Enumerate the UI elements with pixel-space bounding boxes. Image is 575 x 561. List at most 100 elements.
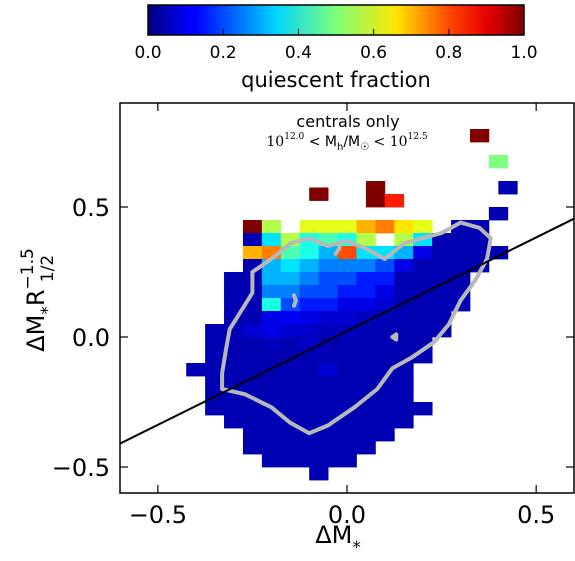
heatmap-cell [261, 233, 282, 247]
heatmap-cell [299, 246, 320, 260]
axis-ticks: −0.5 0.0 0.5 −0.5 0.0 0.5 [52, 103, 574, 529]
heatmap-cell [432, 298, 452, 312]
heatmap-cell [280, 311, 301, 325]
heatmap-cell [337, 259, 357, 273]
heatmap-cell [309, 187, 329, 201]
heatmap-cell [261, 272, 282, 286]
heatmap-cell [261, 350, 282, 364]
heatmap-cell [356, 298, 376, 312]
heatmap-cell [413, 311, 433, 325]
colorbar-tick-label: 0.4 [285, 43, 312, 63]
heatmap-cell [205, 376, 225, 390]
heatmap-cell [318, 441, 338, 455]
heatmap-cell [280, 324, 301, 338]
heatmap-cell [242, 311, 263, 325]
heatmap-cell [356, 220, 376, 234]
heatmap-cell [432, 246, 452, 260]
heatmap-cell [224, 350, 244, 364]
heatmap-cell [318, 389, 338, 403]
heatmap-cell [318, 402, 338, 416]
heatmap-cell [375, 337, 395, 351]
heatmap-cell [337, 311, 357, 325]
heatmap-cell [261, 389, 282, 403]
heatmap-cell [205, 363, 225, 377]
heatmap-cell [337, 298, 357, 312]
heatmap-cell [299, 441, 320, 455]
heatmap-cell [413, 324, 433, 338]
heatmap-cell [432, 285, 452, 299]
heatmap-cell [469, 129, 490, 143]
heatmap-cell [318, 324, 338, 338]
heatmap-cell [375, 389, 395, 403]
heatmap-cell [280, 402, 301, 416]
heatmap-cell [242, 441, 263, 455]
heatmap-cell [337, 337, 357, 351]
heatmap-cell [356, 272, 376, 286]
heatmap-cell [394, 337, 414, 351]
heatmap-cell [394, 220, 414, 234]
y-tick-label: 0.5 [72, 194, 110, 222]
heatmap-cell [318, 337, 338, 351]
heatmap-cell [337, 363, 357, 377]
heatmap-cell [261, 311, 282, 325]
annotation-line1: centrals only [296, 112, 399, 131]
heatmap-cell [394, 259, 414, 273]
heatmap-cell [318, 363, 338, 377]
colorbar: 0.0 0.2 0.4 0.6 0.8 1.0 quiescent fraction [134, 4, 538, 92]
heatmap-cell [375, 402, 395, 416]
heatmap-cell [488, 246, 509, 260]
heatmap-cell [394, 324, 414, 338]
contour-line [220, 220, 493, 436]
heatmap-cells [186, 129, 518, 481]
heatmap-cell [375, 298, 395, 312]
heatmap-cell [242, 363, 263, 377]
heatmap-cell [413, 259, 433, 273]
heatmap-cell [394, 376, 414, 390]
heatmap-cell [224, 298, 244, 312]
heatmap-cell [224, 402, 244, 416]
heatmap-cell [451, 272, 471, 286]
heatmap-cell [299, 402, 320, 416]
heatmap-cell [299, 259, 320, 273]
heatmap-cell [337, 285, 357, 299]
heatmap-cell [498, 181, 518, 195]
heatmap-cell [224, 363, 244, 377]
heatmap-cell [261, 441, 282, 455]
heatmap-cell [280, 363, 301, 377]
heatmap-cell [488, 207, 509, 221]
heatmap-cell [242, 402, 263, 416]
y-axis-title: ΔM*R−1.51/2 [18, 248, 58, 352]
heatmap-cell [375, 428, 395, 442]
heatmap-cell [299, 363, 320, 377]
heatmap-cell [280, 428, 301, 442]
heatmap-cell [337, 350, 357, 364]
heatmap-cell [224, 272, 244, 286]
heatmap-cell [280, 441, 301, 455]
heatmap-cell [280, 259, 301, 273]
heatmap-cell [242, 220, 263, 234]
annotation-line2: 1012.0 < Mh/M☉ < 1012.5 [266, 132, 427, 153]
heatmap-cell [205, 350, 225, 364]
heatmap-cell [413, 272, 433, 286]
heatmap-cell [242, 246, 263, 260]
heatmap-cell [432, 259, 452, 273]
annotation: centrals only 1012.0 < Mh/M☉ < 1012.5 [266, 112, 427, 153]
heatmap-cell [186, 363, 206, 377]
heatmap-cell [337, 272, 357, 286]
colorbar-gradient [147, 4, 525, 36]
heatmap-cell [394, 389, 414, 403]
x-axis-title: ΔM* [315, 521, 361, 558]
heatmap-cell [356, 428, 376, 442]
heatmap-cell [205, 324, 225, 338]
heatmap-cell [432, 311, 452, 325]
heatmap-cell [318, 376, 338, 390]
heatmap-cell [242, 428, 263, 442]
heatmap-cell [413, 298, 433, 312]
heatmap-cell [356, 337, 376, 351]
heatmap-cell [469, 233, 490, 247]
heatmap-cell [261, 285, 282, 299]
heatmap-cell [394, 285, 414, 299]
heatmap-cell [280, 350, 301, 364]
heatmap-cell [280, 376, 301, 390]
